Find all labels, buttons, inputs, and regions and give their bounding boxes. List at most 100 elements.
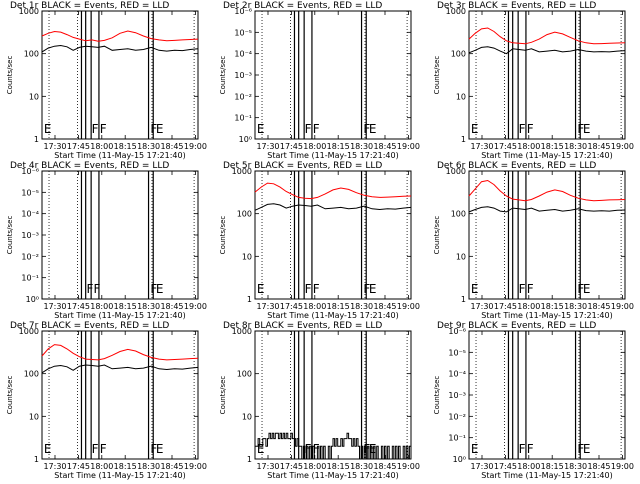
x-tick-label: 18:30 (350, 302, 373, 311)
event-marker-label: E (583, 122, 591, 136)
chart-title: Det 5r BLACK = Events, RED = LLD (223, 161, 382, 171)
y-axis-label: Counts/sec (433, 56, 441, 95)
event-marker-label: F (519, 122, 526, 136)
x-axis-label: Start Time (11-May-15 17:21:40) (481, 471, 612, 480)
x-tick-label: 19:00 (184, 302, 207, 311)
event-marker-label: F (519, 442, 526, 456)
x-tick-label: 17:45 (67, 462, 90, 471)
chart-title: Det 4r BLACK = Events, RED = LLD (10, 161, 169, 171)
y-tick-label: 100 (237, 210, 252, 219)
y-axis-label: Counts/sec (219, 216, 227, 255)
event-marker-label: F (577, 442, 584, 456)
y-tick-label: 10⁻⁵ (448, 348, 466, 357)
x-tick-label: 18:00 (90, 462, 113, 471)
plot-frame (468, 330, 626, 460)
y-tick-label: 10⁻¹ (234, 114, 252, 123)
event-marker-label: F (577, 282, 584, 296)
x-tick-label: 19:00 (611, 302, 634, 311)
y-tick-label: 1 (247, 295, 252, 304)
event-marker-label: E (156, 122, 164, 136)
y-axis-label: Counts/sec (219, 56, 227, 95)
x-tick-label: 18:45 (160, 462, 183, 471)
x-tick-label: 18:45 (587, 462, 610, 471)
x-axis-label: Start Time (11-May-15 17:21:40) (481, 151, 612, 160)
x-tick-label: 18:15 (114, 302, 137, 311)
y-tick-label: 1000 (232, 327, 252, 336)
x-tick-label: 18:30 (564, 462, 587, 471)
x-tick-label: 18:45 (587, 142, 610, 151)
y-tick-label: 10⁻⁵ (234, 28, 252, 37)
y-tick-label: 1000 (446, 167, 466, 176)
event-marker-label: F (86, 282, 93, 296)
x-tick-label: 18:30 (350, 462, 373, 471)
event-marker-label: F (150, 282, 157, 296)
y-tick-label: 10⁻⁴ (21, 210, 39, 219)
event-marker-label: F (527, 122, 534, 136)
x-axis-label: Start Time (11-May-15 17:21:40) (267, 311, 398, 320)
x-tick-label: 19:00 (184, 142, 207, 151)
x-tick-label: 18:00 (517, 462, 540, 471)
event-marker-label: F (150, 122, 157, 136)
series-line-lld (468, 27, 626, 45)
x-tick-label: 17:45 (280, 462, 303, 471)
event-marker-label: F (92, 122, 99, 136)
y-tick-label: 10⁻² (21, 252, 39, 261)
y-tick-label: 10 (29, 92, 39, 101)
x-tick-label: 18:15 (114, 142, 137, 151)
event-marker-label: E (44, 122, 52, 136)
x-tick-label: 18:45 (587, 302, 610, 311)
y-axis-label: Counts/sec (433, 376, 441, 415)
y-tick-label: 10⁻² (234, 92, 252, 101)
x-tick-label: 17:30 (256, 302, 279, 311)
event-marker-label: F (100, 122, 107, 136)
chart-title: Det 8r BLACK = Events, RED = LLD (223, 321, 382, 331)
series-line-lld (41, 344, 199, 361)
x-tick-label: 18:00 (90, 142, 113, 151)
event-marker-label: F (527, 442, 534, 456)
x-tick-label: 18:00 (303, 302, 326, 311)
x-tick-label: 18:15 (541, 302, 564, 311)
chart-title: Det 2r BLACK = Events, RED = LLD (223, 1, 382, 11)
y-tick-label: 100 (451, 50, 466, 59)
event-marker-label: E (44, 442, 52, 456)
event-marker-label: E (156, 282, 164, 296)
y-tick-label: 1 (461, 295, 466, 304)
y-axis-label: Counts/sec (433, 216, 441, 255)
event-marker-label: F (577, 122, 584, 136)
y-tick-label: 1000 (446, 7, 466, 16)
y-tick-label: 10 (456, 92, 466, 101)
y-tick-label: 1 (34, 455, 39, 464)
x-tick-label: 19:00 (397, 462, 420, 471)
x-tick-label: 18:15 (327, 302, 350, 311)
y-tick-label: 10⁻⁴ (234, 50, 252, 59)
plot-frame (41, 10, 199, 140)
x-tick-label: 18:15 (541, 462, 564, 471)
plot-frame (41, 170, 199, 300)
event-marker-label: F (363, 282, 370, 296)
y-tick-label: 1000 (232, 167, 252, 176)
series-line-events (41, 364, 199, 374)
event-marker-label: E (257, 442, 265, 456)
y-axis-label: Counts/sec (6, 376, 14, 415)
y-tick-label: 100 (237, 370, 252, 379)
y-tick-label: 10⁻¹ (448, 434, 466, 443)
chart-title: Det 7r BLACK = Events, RED = LLD (10, 321, 169, 331)
x-tick-label: 18:15 (114, 462, 137, 471)
x-tick-label: 17:45 (280, 142, 303, 151)
y-tick-label: 10⁻⁶ (21, 167, 39, 176)
y-tick-label: 10⁰ (453, 455, 466, 464)
y-tick-label: 10 (242, 252, 252, 261)
x-tick-label: 18:45 (373, 302, 396, 311)
series-line-lld (254, 182, 412, 200)
x-tick-label: 18:00 (517, 302, 540, 311)
y-axis-label: Counts/sec (219, 376, 227, 415)
series-line-lld (41, 30, 199, 42)
x-tick-label: 18:45 (160, 142, 183, 151)
plot-frame (468, 10, 626, 140)
